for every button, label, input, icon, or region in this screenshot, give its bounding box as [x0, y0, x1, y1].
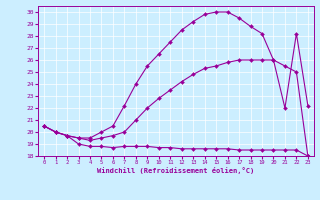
X-axis label: Windchill (Refroidissement éolien,°C): Windchill (Refroidissement éolien,°C) — [97, 167, 255, 174]
